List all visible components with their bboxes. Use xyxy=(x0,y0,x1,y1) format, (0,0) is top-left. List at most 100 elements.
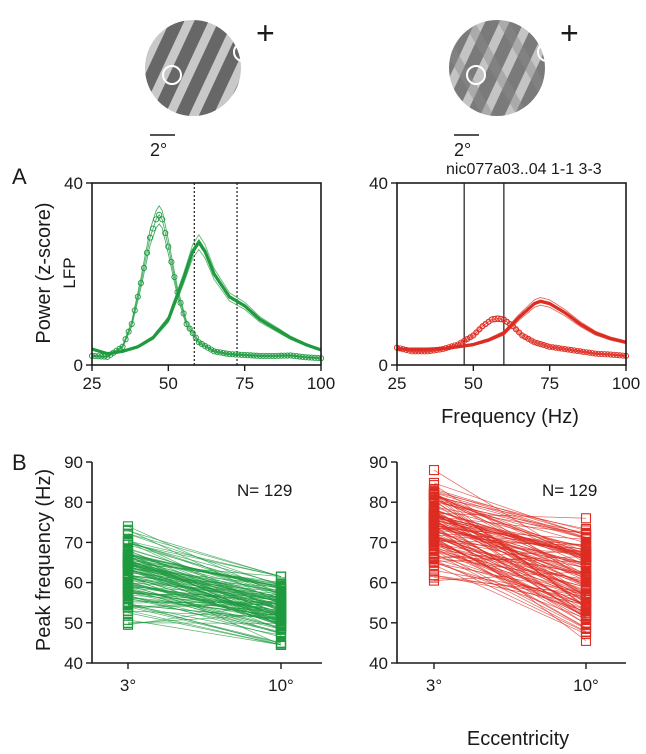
pair-line xyxy=(433,534,587,591)
pair-line xyxy=(433,526,587,564)
data-point xyxy=(229,351,236,358)
data-point xyxy=(461,337,468,344)
data-point-3deg xyxy=(122,524,134,535)
pair-line xyxy=(127,533,282,577)
data-point xyxy=(122,336,129,343)
pair-line xyxy=(433,561,587,619)
pair-line xyxy=(127,597,282,617)
data-point xyxy=(546,343,553,350)
pair-line xyxy=(433,516,587,558)
plot-frame xyxy=(91,182,322,366)
data-point xyxy=(470,332,477,339)
data-point xyxy=(262,352,270,359)
x-tick-label: 25 xyxy=(83,374,102,393)
recording-id-label: nic077a03..04 1-1 3-3 xyxy=(446,161,602,178)
ticks: 40 50 60 70 80 90 3° 10° xyxy=(369,453,599,695)
data-point-3deg xyxy=(428,464,440,476)
pair-line xyxy=(433,495,587,558)
pair-line xyxy=(433,534,587,607)
fixation-cross-icon: + xyxy=(256,15,275,51)
plot-marks xyxy=(88,183,325,365)
pair-line xyxy=(433,540,587,556)
data-point xyxy=(168,258,175,265)
data-point xyxy=(95,353,102,360)
data-point xyxy=(549,344,556,351)
series-line-thin xyxy=(91,213,322,359)
data-point xyxy=(564,346,572,353)
data-point xyxy=(266,352,273,359)
data-point xyxy=(198,341,205,348)
pair-line xyxy=(433,562,587,594)
data-point xyxy=(497,315,504,323)
data-point xyxy=(540,341,547,349)
y-tick-label: 50 xyxy=(64,614,83,633)
pair-line xyxy=(127,565,282,619)
data-point xyxy=(589,350,596,357)
data-point xyxy=(305,354,312,361)
data-point xyxy=(192,334,199,341)
data-point-3deg xyxy=(122,590,134,601)
pair-line xyxy=(433,496,587,530)
data-point xyxy=(522,334,529,341)
data-point xyxy=(98,353,105,360)
x-tick-label: 3° xyxy=(120,676,136,695)
series-line xyxy=(397,299,627,351)
data-point xyxy=(476,326,483,333)
ticks: 25 50 75 100 0 40 xyxy=(64,174,335,393)
pair-line xyxy=(127,575,282,605)
data-point xyxy=(473,329,480,336)
pair-line xyxy=(433,492,587,539)
lfp-spectrum-chart-red: 25 50 75 100 0 40 xyxy=(369,174,640,393)
pair-line xyxy=(127,619,282,646)
data-point xyxy=(488,316,495,323)
data-point-10deg xyxy=(580,601,592,612)
data-point xyxy=(186,325,193,332)
pair-line xyxy=(127,553,282,600)
data-point xyxy=(528,337,535,344)
data-point xyxy=(256,352,263,359)
data-point xyxy=(269,352,276,359)
y-tick-label: 40 xyxy=(369,654,388,673)
data-point-3deg xyxy=(428,570,440,581)
data-point xyxy=(284,352,291,359)
data-point xyxy=(128,320,135,328)
data-point xyxy=(214,348,221,355)
data-point xyxy=(598,350,605,358)
data-point-10deg xyxy=(275,628,287,639)
pair-line xyxy=(433,556,587,563)
data-point-3deg xyxy=(428,514,440,525)
data-point xyxy=(583,349,590,356)
pair-line xyxy=(433,524,587,554)
data-point xyxy=(610,351,617,358)
data-point xyxy=(253,352,260,359)
data-point xyxy=(137,280,144,287)
pair-line xyxy=(433,489,587,538)
data-point xyxy=(293,353,300,360)
x-tick-label: 50 xyxy=(159,374,178,393)
data-point xyxy=(235,351,242,358)
data-point xyxy=(491,315,498,323)
data-point xyxy=(211,348,218,355)
data-point xyxy=(516,329,523,336)
data-point xyxy=(595,350,602,357)
data-point-10deg xyxy=(580,573,592,584)
data-point-10deg xyxy=(275,571,287,582)
data-point-10deg xyxy=(275,587,287,598)
pair-line xyxy=(127,597,282,634)
pair-line xyxy=(127,578,282,625)
pair-line xyxy=(127,561,282,603)
y-tick-label: 50 xyxy=(369,614,388,633)
data-point xyxy=(311,354,318,361)
data-point xyxy=(302,354,309,361)
pair-line xyxy=(433,521,587,579)
data-point xyxy=(543,342,550,349)
x-tick-label: 25 xyxy=(388,374,407,393)
data-point xyxy=(250,352,257,359)
data-point-10deg xyxy=(275,599,287,610)
data-point-10deg xyxy=(580,558,592,569)
data-point-10deg xyxy=(275,613,287,624)
stimulus-plaid-right: + 2° xyxy=(449,15,579,160)
series-line xyxy=(91,239,322,356)
y-axis-title-power: Power (z-score) xyxy=(33,202,55,343)
pair-line xyxy=(127,612,282,646)
